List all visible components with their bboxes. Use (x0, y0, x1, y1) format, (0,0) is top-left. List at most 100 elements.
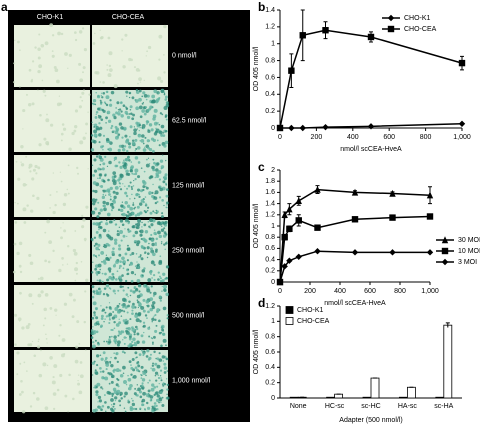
y-tick-label: 0.6 (265, 74, 275, 81)
cell-stain (93, 313, 96, 317)
cell-stain (161, 225, 163, 227)
cell-stain (130, 165, 134, 169)
cell-stain (125, 106, 127, 108)
cell-stain (123, 342, 126, 345)
cell-stain (55, 314, 57, 316)
y-tick-label: 0 (271, 125, 275, 132)
cell-stain (93, 292, 96, 295)
cell-stain (17, 40, 20, 44)
cell-stain (117, 334, 120, 337)
cell-stain (58, 95, 61, 97)
cell-stain (111, 392, 115, 396)
cell-stain (78, 390, 83, 395)
cell-stain (115, 368, 120, 373)
cell-stain (153, 231, 157, 236)
cell-stain (109, 68, 113, 72)
cell-stain (61, 123, 65, 126)
cell-stain (163, 144, 167, 148)
cell-stain (105, 256, 109, 261)
cell-stain (163, 288, 167, 292)
cell-stain (151, 165, 155, 170)
cell-stain (28, 163, 33, 168)
cell-stain (158, 352, 161, 355)
cell-stain (92, 201, 96, 206)
cell-stain (122, 306, 125, 309)
cell-stain (165, 101, 168, 104)
cell-stain (64, 52, 68, 56)
cell-stain (128, 386, 132, 391)
cell-stain (155, 398, 160, 403)
cell-stain (161, 383, 164, 386)
x-tick-label: 400 (347, 134, 359, 141)
cell-stain (138, 370, 141, 373)
y-tick-label: 1 (271, 41, 275, 48)
cell-stain (139, 126, 141, 129)
cell-stain (122, 65, 126, 69)
cell-stain (140, 257, 144, 261)
cell-stain (117, 133, 121, 136)
cell-stain (96, 279, 99, 282)
cell-stain (52, 376, 55, 379)
cell-stain (103, 320, 105, 323)
cell-stain (159, 374, 162, 377)
cell-stain (105, 116, 108, 120)
cell-stain (148, 225, 151, 228)
cell-stain (108, 275, 112, 280)
cell-stain (67, 410, 69, 413)
cell-stain (77, 172, 80, 175)
cell-stain (56, 388, 60, 392)
x-tick-label: 0 (278, 134, 282, 141)
micrograph (14, 155, 90, 217)
cell-stain (99, 126, 103, 130)
cell-stain (125, 169, 129, 174)
cell-stain (97, 341, 100, 344)
cell-stain (96, 274, 98, 276)
cell-stain (155, 237, 158, 241)
x-tick-label: None (290, 403, 307, 410)
cell-stain (101, 195, 106, 200)
cell-stain (146, 349, 150, 353)
cell-stain (145, 98, 148, 101)
cell-stain (144, 136, 147, 139)
cell-stain (147, 278, 152, 283)
cell-stain (97, 243, 101, 247)
cell-stain (91, 361, 95, 365)
x-tick-label: 0 (278, 288, 282, 295)
cell-stain (124, 162, 127, 165)
cell-stain (131, 309, 134, 312)
cell-stain (142, 188, 145, 192)
cell-stain (149, 291, 152, 294)
cell-stain (129, 294, 132, 297)
cell-stain (123, 336, 127, 339)
cell-stain (146, 246, 150, 250)
cell-stain (19, 362, 22, 365)
cell-stain (34, 164, 38, 169)
cell-stain (95, 230, 99, 234)
cell-stain (138, 290, 141, 293)
cell-stain (95, 289, 99, 293)
cell-stain (59, 102, 63, 106)
cell-stain (113, 407, 116, 410)
cell-stain (105, 315, 108, 318)
cell-stain (105, 356, 108, 360)
cell-stain (129, 230, 132, 233)
cell-stain (103, 394, 106, 396)
cell-stain (31, 302, 34, 305)
cell-stain (126, 311, 129, 314)
cell-stain (112, 311, 115, 313)
cell-stain (154, 313, 157, 317)
cell-stain (157, 170, 162, 174)
cell-stain (102, 293, 106, 296)
cell-stain (144, 185, 147, 188)
cell-stain (98, 233, 102, 237)
cell-stain (37, 277, 40, 280)
marker (441, 236, 449, 244)
cell-stain (166, 317, 169, 320)
cell-stain (162, 306, 167, 311)
cell-stain (161, 279, 165, 283)
cell-stain (120, 397, 123, 400)
cell-stain (150, 337, 153, 339)
y-axis-label: OD 405 nmol/l (253, 203, 260, 248)
cell-stain (124, 318, 128, 322)
marker (367, 123, 375, 130)
